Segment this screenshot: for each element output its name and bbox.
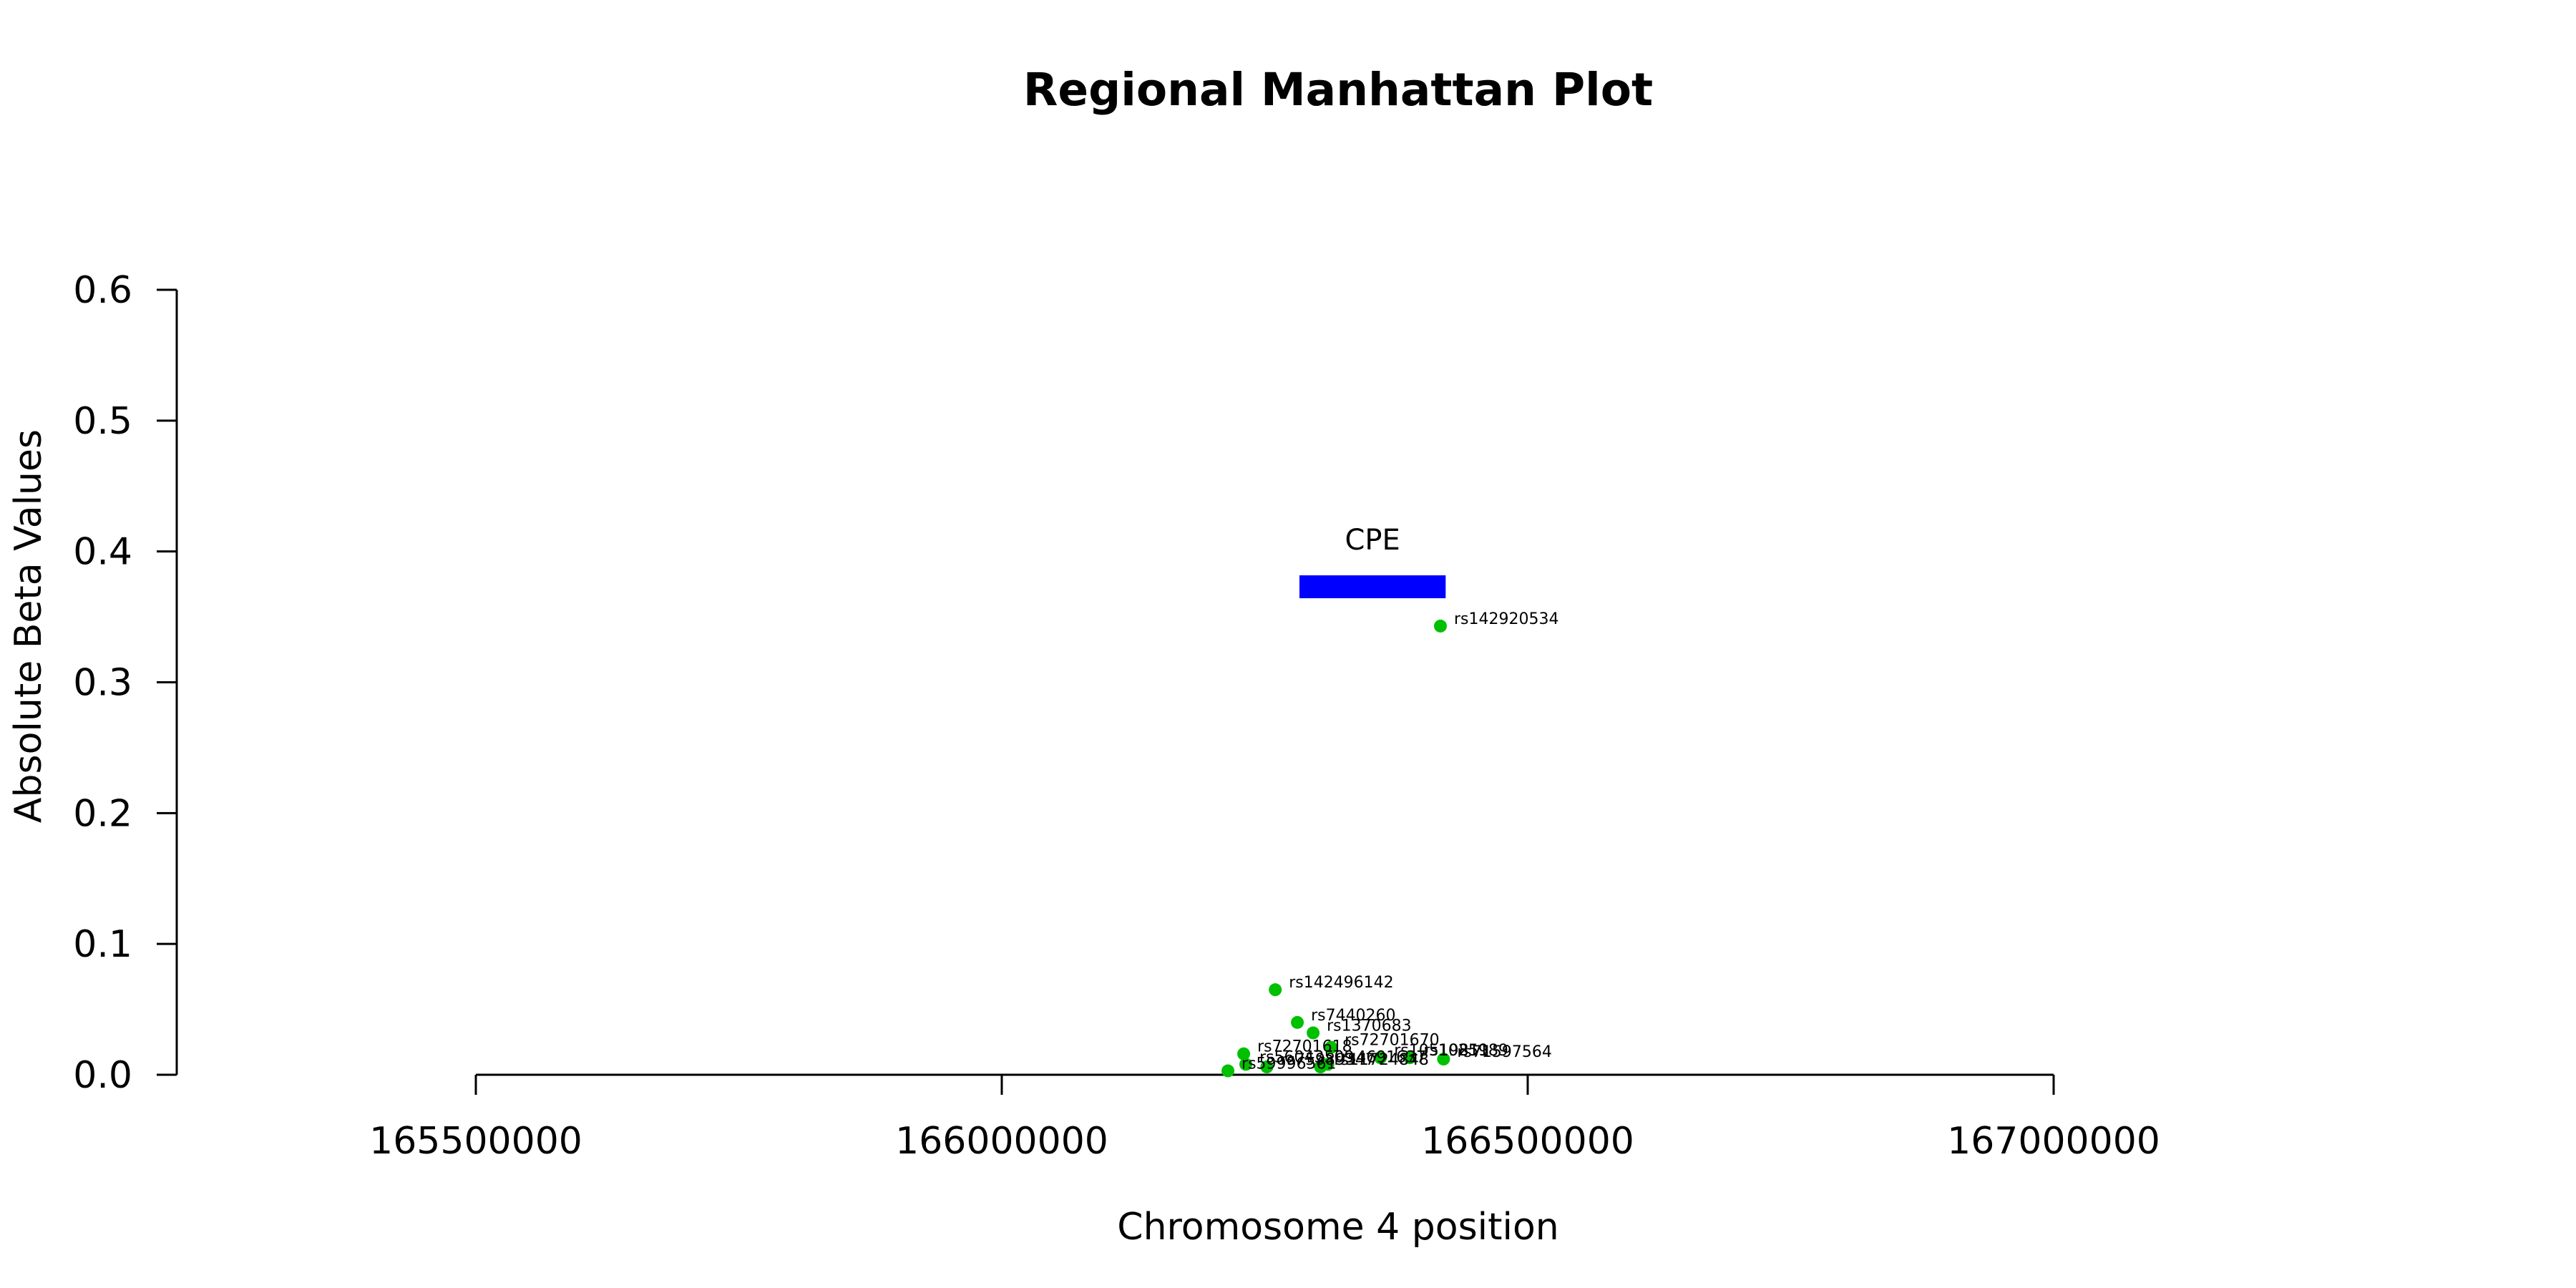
snp-point [1314, 1060, 1327, 1074]
y-axis: 0.0 0.1 0.2 0.3 0.4 0.5 0.6 [73, 269, 178, 1097]
snp-point [1221, 1064, 1235, 1078]
snp-point [1437, 1053, 1450, 1066]
y-tick-label: 0.4 [73, 531, 132, 574]
snp-label: rs1025989 [1423, 1042, 1508, 1060]
y-axis-label: Absolute Beta Values [7, 429, 50, 823]
snp-label: rs1370683 [1327, 1017, 1412, 1035]
y-tick-label: 0.3 [73, 662, 132, 705]
gene-label: CPE [1345, 524, 1400, 557]
snp-point [1291, 1015, 1304, 1029]
y-tick-label: 0.6 [73, 269, 132, 312]
snp-label: rs59996561 [1241, 1055, 1336, 1073]
snp-label: rs56043509 [1259, 1048, 1354, 1066]
snp-point [1269, 983, 1282, 997]
y-tick-label: 0.2 [73, 792, 132, 835]
snp-point [1324, 1040, 1338, 1054]
snp-label: rs72701670 [1345, 1032, 1439, 1050]
snp-label: rs10519811 [1394, 1042, 1488, 1060]
x-axis: 165500000 166000000 166500000 167000000 [369, 1073, 2160, 1163]
snp-point [1237, 1047, 1251, 1060]
snp-point [1403, 1051, 1417, 1065]
snp-point [1260, 1060, 1274, 1074]
snp-point [1433, 619, 1447, 633]
snp-point [1307, 1026, 1320, 1040]
snp-label: rs71597564 [1457, 1043, 1551, 1061]
chart-title: Regional Manhattan Plot [1023, 64, 1653, 116]
snp-label: rs11724848 [1334, 1051, 1428, 1069]
y-tick-label: 0.5 [73, 400, 132, 443]
y-tick-label: 0.0 [73, 1054, 132, 1097]
snp-points [1221, 619, 1450, 1078]
x-axis-label: Chromosome 4 position [1117, 1206, 1558, 1249]
x-tick-label: 165500000 [369, 1120, 582, 1163]
x-tick-label: 167000000 [1947, 1120, 2160, 1163]
snp-label: rs4691637 [1342, 1048, 1427, 1066]
snp-point [1374, 1051, 1387, 1065]
gene-bar [1299, 575, 1446, 599]
snp-label: rs72701618 [1257, 1038, 1352, 1056]
gene-track: CPE [1299, 524, 1446, 599]
snp-label: rs142496142 [1289, 974, 1393, 992]
snp-point [1239, 1058, 1253, 1071]
snp-label: rs142920534 [1454, 610, 1558, 628]
x-tick-label: 166000000 [895, 1120, 1108, 1163]
y-tick-label: 0.1 [73, 923, 132, 966]
snp-label: rs7440260 [1311, 1007, 1396, 1025]
x-tick-label: 166500000 [1421, 1120, 1634, 1163]
snp-labels: rs142920534 rs142496142 rs7440260rs1370683… [1241, 610, 1558, 1073]
snp-label: rs75989347 [1280, 1051, 1375, 1069]
